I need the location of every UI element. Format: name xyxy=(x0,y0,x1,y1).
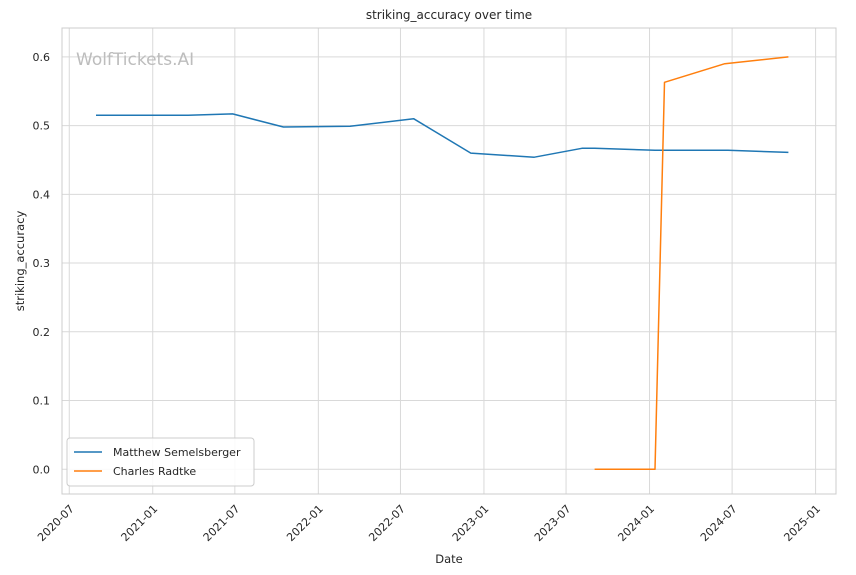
legend: Matthew Semelsberger Charles Radtke xyxy=(66,437,255,487)
x-tick-label: 2020-07 xyxy=(35,502,77,544)
y-axis-label: striking_accuracy xyxy=(13,211,27,312)
y-tick-label: 0.1 xyxy=(33,395,51,408)
x-tick-label: 2021-01 xyxy=(119,502,161,544)
y-tick-label: 0.0 xyxy=(33,463,51,476)
legend-box xyxy=(66,437,255,487)
x-tick-label: 2022-07 xyxy=(366,502,408,544)
x-axis-label: Date xyxy=(435,552,463,566)
y-tick-label: 0.4 xyxy=(33,188,51,201)
y-tick-label: 0.3 xyxy=(33,257,51,270)
watermark: WolfTickets.AI xyxy=(76,50,194,70)
y-tick-label: 0.2 xyxy=(33,326,51,339)
x-tick-label: 2021-07 xyxy=(201,502,243,544)
y-tick-label: 0.5 xyxy=(33,120,51,133)
x-tick-label: 2025-01 xyxy=(781,502,823,544)
series-line-0 xyxy=(96,113,789,158)
chart-title: striking_accuracy over time xyxy=(366,8,532,22)
y-tick-labels: 0.0 0.1 0.2 0.3 0.4 0.5 0.6 xyxy=(33,51,51,476)
x-tick-labels: 2020-07 2021-01 2021-07 2022-01 2022-07 2023-… xyxy=(35,502,823,544)
series-line-1 xyxy=(594,56,789,471)
x-tick-label: 2024-07 xyxy=(698,502,740,544)
y-tick-label: 0.6 xyxy=(33,51,51,64)
series-lines xyxy=(96,56,789,471)
plot-frame xyxy=(61,27,837,495)
x-tick-label: 2023-01 xyxy=(450,502,492,544)
legend-label-0: Matthew Semelsberger xyxy=(113,446,241,459)
legend-label-1: Charles Radtke xyxy=(113,465,196,478)
x-tick-label: 2022-01 xyxy=(284,502,326,544)
x-tick-label: 2024-01 xyxy=(615,502,657,544)
grid xyxy=(62,28,836,494)
x-tick-label: 2023-07 xyxy=(532,502,574,544)
